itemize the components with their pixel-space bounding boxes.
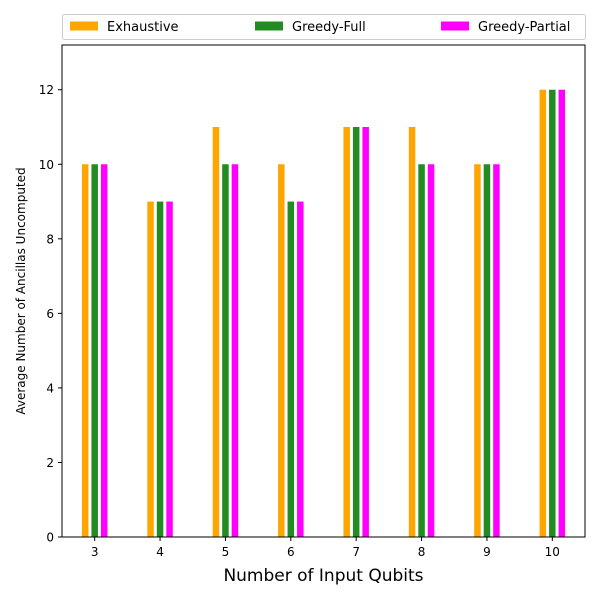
bar-greedy-partial-8: [427, 164, 435, 537]
bar-exhaustive-3: [81, 164, 89, 537]
x-tick-label: 4: [156, 545, 164, 559]
x-axis: 3 4 5 6 7 8 9 10: [91, 537, 560, 559]
bars-group: [81, 89, 566, 538]
x-tick-label: 3: [91, 545, 99, 559]
y-tick-label: 2: [46, 456, 54, 470]
legend-box: [62, 14, 586, 40]
bar-exhaustive-8: [408, 127, 416, 537]
bar-greedy-full-5: [222, 164, 229, 537]
legend-swatch-greedy-partial: [441, 21, 469, 31]
bar-greedy-full-7: [352, 127, 360, 537]
x-tick-label: 5: [222, 545, 230, 559]
x-tick-label: 9: [483, 545, 491, 559]
x-tick-label: 8: [418, 545, 426, 559]
legend-label-greedy-partial: Greedy-Partial: [478, 20, 570, 35]
bar-greedy-full-6: [287, 201, 295, 538]
legend-swatch-exhaustive: [70, 21, 98, 31]
bar-exhaustive-4: [147, 201, 154, 538]
bar-greedy-partial-10: [558, 89, 566, 537]
y-tick-label: 6: [46, 307, 54, 321]
bar-greedy-partial-9: [493, 164, 500, 537]
y-axis: 0 2 4 6 8 10 12: [39, 83, 62, 545]
bar-exhaustive-7: [343, 127, 350, 537]
bar-greedy-full-3: [91, 164, 98, 537]
y-tick-label: 8: [46, 232, 54, 246]
x-tick-label: 7: [352, 545, 360, 559]
bar-greedy-partial-4: [166, 201, 173, 538]
bar-greedy-partial-5: [231, 164, 239, 537]
x-tick-label: 6: [287, 545, 295, 559]
bar-greedy-partial-3: [100, 164, 108, 537]
bar-greedy-full-8: [418, 164, 425, 537]
bar-greedy-partial-6: [297, 201, 304, 538]
legend-label-greedy-full: Greedy-Full: [292, 20, 366, 35]
bar-exhaustive-5: [212, 127, 220, 537]
bar-greedy-full-4: [156, 201, 164, 538]
plot-area-frame: [61, 44, 586, 538]
y-tick-label: 10: [39, 158, 54, 172]
y-axis-title: Average Number of Ancillas Uncomputed: [14, 167, 28, 414]
bar-exhaustive-10: [539, 89, 547, 537]
y-tick-label: 0: [46, 531, 54, 545]
bar-greedy-full-10: [549, 89, 556, 537]
x-axis-title: Number of Input Qubits: [223, 566, 423, 586]
bar-exhaustive-9: [474, 164, 481, 537]
y-tick-label: 12: [39, 83, 54, 97]
bar-exhaustive-6: [278, 164, 285, 537]
legend-swatch-greedy-full: [255, 21, 283, 31]
bar-greedy-full-9: [483, 164, 491, 537]
legend-label-exhaustive: Exhaustive: [107, 20, 179, 35]
y-tick-label: 4: [46, 381, 54, 395]
x-tick-label: 10: [545, 545, 560, 559]
bar-greedy-partial-7: [362, 127, 369, 537]
legend: Exhaustive Greedy-Full Greedy-Partial: [62, 14, 586, 40]
